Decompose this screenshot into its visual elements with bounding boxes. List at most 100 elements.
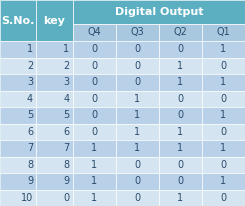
Bar <box>36 41 73 58</box>
Bar <box>159 157 202 173</box>
Bar <box>0 157 36 173</box>
Bar <box>73 24 116 41</box>
Text: 0: 0 <box>63 193 69 203</box>
Bar <box>36 74 73 91</box>
Text: 1: 1 <box>220 143 226 153</box>
Text: Q3: Q3 <box>130 27 144 37</box>
Text: 0: 0 <box>134 44 140 54</box>
Bar <box>116 157 159 173</box>
Bar <box>73 157 116 173</box>
Bar <box>159 190 202 206</box>
Bar <box>159 24 202 41</box>
Bar <box>202 58 245 74</box>
Text: 8: 8 <box>63 160 69 170</box>
Text: 0: 0 <box>91 94 97 104</box>
Bar <box>0 140 36 157</box>
Bar <box>36 190 73 206</box>
Text: 4: 4 <box>27 94 33 104</box>
Text: 10: 10 <box>21 193 33 203</box>
Bar <box>116 190 159 206</box>
Text: 1: 1 <box>177 143 183 153</box>
Text: 1: 1 <box>134 94 140 104</box>
Bar <box>73 91 116 107</box>
Text: 1: 1 <box>91 143 97 153</box>
Text: 1: 1 <box>177 193 183 203</box>
Bar <box>202 173 245 190</box>
Bar <box>36 0 73 41</box>
Text: key: key <box>43 16 65 26</box>
Text: 0: 0 <box>91 110 97 120</box>
Text: 6: 6 <box>27 127 33 137</box>
Bar <box>36 157 73 173</box>
Bar <box>36 140 73 157</box>
Bar <box>36 58 73 74</box>
Text: Q1: Q1 <box>217 27 230 37</box>
Text: 0: 0 <box>177 44 183 54</box>
Bar <box>36 173 73 190</box>
Text: 1: 1 <box>220 110 226 120</box>
Bar <box>73 107 116 124</box>
Text: 3: 3 <box>63 77 69 87</box>
Bar <box>159 173 202 190</box>
Bar <box>202 74 245 91</box>
Text: 0: 0 <box>91 77 97 87</box>
Text: 1: 1 <box>91 176 97 186</box>
Bar <box>159 124 202 140</box>
Text: 0: 0 <box>177 176 183 186</box>
Bar <box>0 124 36 140</box>
Bar <box>116 140 159 157</box>
Text: 7: 7 <box>63 143 69 153</box>
Text: 0: 0 <box>134 61 140 71</box>
Text: 8: 8 <box>27 160 33 170</box>
Bar <box>36 107 73 124</box>
Bar <box>73 140 116 157</box>
Text: 0: 0 <box>91 127 97 137</box>
Bar <box>0 190 36 206</box>
Bar <box>116 173 159 190</box>
Text: 1: 1 <box>134 110 140 120</box>
Bar <box>73 190 116 206</box>
Text: 1: 1 <box>220 77 226 87</box>
Bar <box>202 107 245 124</box>
Bar <box>73 41 116 58</box>
Text: 1: 1 <box>220 176 226 186</box>
Bar <box>73 58 116 74</box>
Bar <box>116 58 159 74</box>
Text: 1: 1 <box>220 44 226 54</box>
Text: 0: 0 <box>134 193 140 203</box>
Text: 0: 0 <box>134 176 140 186</box>
Bar <box>0 0 36 41</box>
Text: 1: 1 <box>91 193 97 203</box>
Text: 0: 0 <box>220 127 226 137</box>
Bar <box>159 107 202 124</box>
Text: 1: 1 <box>63 44 69 54</box>
Bar <box>116 124 159 140</box>
Text: 1: 1 <box>177 61 183 71</box>
Text: 9: 9 <box>63 176 69 186</box>
Text: 0: 0 <box>177 110 183 120</box>
Bar <box>116 91 159 107</box>
Bar <box>159 140 202 157</box>
Text: 0: 0 <box>220 61 226 71</box>
Text: 1: 1 <box>177 77 183 87</box>
Text: 7: 7 <box>27 143 33 153</box>
Text: 0: 0 <box>220 94 226 104</box>
Bar <box>159 41 202 58</box>
Text: 1: 1 <box>177 127 183 137</box>
Text: 5: 5 <box>27 110 33 120</box>
Text: 6: 6 <box>63 127 69 137</box>
Text: 3: 3 <box>27 77 33 87</box>
Text: 0: 0 <box>177 160 183 170</box>
Bar <box>202 140 245 157</box>
Bar <box>73 74 116 91</box>
Text: 1: 1 <box>91 160 97 170</box>
Bar <box>202 24 245 41</box>
Bar <box>116 74 159 91</box>
Bar <box>73 124 116 140</box>
Text: 9: 9 <box>27 176 33 186</box>
Text: 1: 1 <box>134 127 140 137</box>
Bar <box>116 41 159 58</box>
Bar <box>36 91 73 107</box>
Text: 0: 0 <box>91 61 97 71</box>
Bar <box>73 173 116 190</box>
